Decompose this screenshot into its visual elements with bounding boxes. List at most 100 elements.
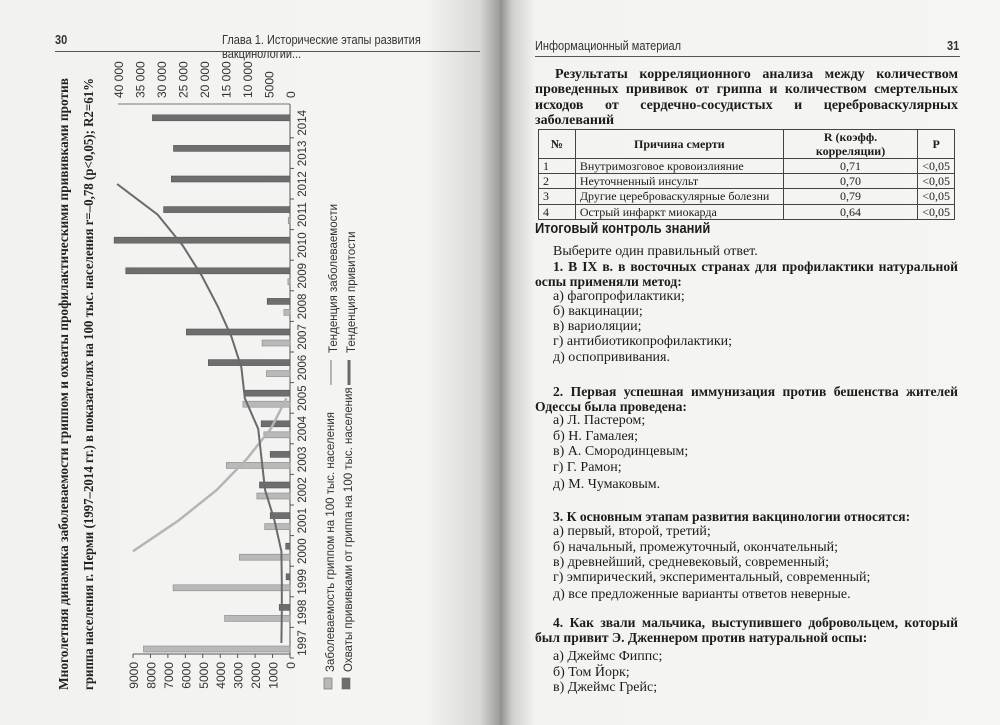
answer-option[interactable]: а) фагопрофилактики;	[553, 289, 685, 304]
chart-title-line1: Многолетняя динамика заболеваемости грип…	[57, 78, 72, 690]
table-header-row: № Причина смерти R (коэфф. корреляции) P	[538, 129, 955, 159]
vaccination-bar	[244, 389, 291, 397]
cell: 4	[538, 203, 576, 220]
year-label: 2013	[297, 141, 309, 167]
incidence-bar	[264, 523, 291, 530]
incidence-bar	[242, 400, 291, 408]
running-header: Глава 1. Исторические этапы развития вак…	[222, 33, 421, 61]
vaccination-bar	[113, 236, 291, 244]
left-axis-tick-label: 3000	[232, 662, 246, 689]
flu-chart: Многолетняя динамика заболеваемости грип…	[57, 61, 358, 690]
year-label: 2008	[297, 294, 309, 320]
left-axis-tick-label: 5000	[197, 662, 211, 689]
answer-option[interactable]: а) первый, второй, третий;	[553, 524, 711, 539]
incidence-bar	[239, 553, 291, 561]
answer-option[interactable]: а) Л. Пастером;	[553, 413, 646, 428]
answer-option[interactable]: б) вакцинации;	[553, 304, 643, 319]
answer-option[interactable]: г) антибиотикопрофилактики;	[553, 334, 733, 349]
left-axis-tick-label: 0	[284, 662, 298, 669]
legend-swatch	[323, 677, 333, 690]
answer-option[interactable]: в) вариоляции;	[553, 319, 642, 334]
right-axis-tick-label: 40 000	[112, 61, 126, 98]
cell: 3	[538, 188, 576, 205]
page-number: 31	[947, 39, 960, 53]
answer-option[interactable]: б) Том Йорк;	[553, 665, 630, 680]
answer-option[interactable]: г) Г. Рамон;	[553, 460, 622, 475]
right-axis-tick-label: 5000	[263, 71, 277, 98]
incidence-bar	[172, 584, 291, 592]
cell: 0,70	[782, 173, 919, 190]
incidence-bar	[261, 339, 291, 347]
legend-swatch	[341, 677, 351, 690]
left-axis-tick-label: 9000	[127, 662, 141, 689]
answer-option[interactable]: б) Н. Гамалея;	[553, 429, 638, 444]
incidence-bar	[224, 615, 291, 622]
answer-option[interactable]: д) оспопрививания.	[553, 350, 670, 365]
incidence-bar	[287, 217, 291, 224]
year-label: 2010	[297, 232, 309, 258]
year-label: 2006	[297, 355, 309, 381]
right-page	[500, 0, 1000, 725]
correlation-table: № Причина смерти R (коэфф. корреляции) P…	[538, 129, 955, 220]
year-label: 1997	[297, 630, 309, 656]
year-label: 2000	[297, 538, 309, 564]
vaccination-bar	[186, 328, 291, 336]
incidence-bar	[256, 492, 291, 500]
year-label: 2011	[297, 202, 309, 227]
legend-label: Заболеваемость гриппом на 100 тыс. насел…	[325, 412, 337, 672]
year-label: 2009	[297, 263, 309, 289]
incidence-trend-line	[132, 397, 288, 553]
cell: <0,05	[917, 203, 955, 220]
year-label: 2001	[297, 508, 309, 534]
answer-option[interactable]: г) эмпирический, экспериментальный, совр…	[553, 570, 871, 585]
cell: <0,05	[917, 188, 955, 205]
left-page: 30 Глава 1. Исторические этапы развития …	[0, 0, 500, 725]
year-label: 2005	[297, 385, 309, 411]
legend-label: Охваты прививками от гриппа на 100 тыс. …	[343, 387, 355, 672]
cell: Внутримозговое кровоизлияние	[574, 157, 784, 175]
right-axis-tick-label: 25 000	[177, 61, 191, 98]
table-row: 1 Внутримозговое кровоизлияние 0,71 <0,05	[538, 157, 955, 175]
answer-option[interactable]: д) М. Чумаковым.	[553, 477, 661, 492]
table-title: Результаты корреляционного анализа между…	[535, 67, 958, 128]
year-label: 2004	[297, 415, 309, 441]
answer-option[interactable]: д) все предложенные варианты ответов нев…	[553, 587, 851, 602]
year-label: 2012	[297, 171, 309, 197]
right-axis-tick-label: 30 000	[155, 61, 169, 98]
incidence-bar	[226, 462, 291, 469]
vaccination-bar	[269, 512, 291, 519]
legend-label: Тенденция привитости	[346, 231, 358, 353]
answer-option[interactable]: б) начальный, промежуточный, окончательн…	[553, 540, 839, 555]
incidence-bar	[143, 645, 291, 653]
cell: Неуточненный инсульт	[574, 173, 784, 190]
header-rule	[55, 51, 480, 52]
table-row: 2 Неуточненный инсульт 0,70 <0,05	[538, 173, 955, 190]
left-axis-tick-label: 8000	[144, 662, 158, 689]
right-axis-tick-label: 20 000	[198, 61, 212, 98]
cell: 1	[538, 157, 576, 175]
cell: Другие цереброваскулярные болезни	[574, 188, 784, 205]
vaccination-bar	[171, 175, 291, 183]
year-label: 2014	[297, 109, 309, 135]
question-1: 1. В IX в. в восточных странах для профи…	[535, 259, 958, 290]
header-rule	[535, 56, 960, 57]
answer-option[interactable]: а) Джеймс Фиппс;	[553, 649, 663, 664]
col-cause: Причина смерти	[574, 129, 784, 159]
incidence-bar	[266, 370, 291, 377]
left-axis-tick-label: 7000	[162, 662, 176, 689]
year-label: 1999	[297, 569, 309, 595]
vaccination-trend-line	[116, 183, 283, 644]
page-number: 30	[55, 33, 68, 47]
right-axis-tick-label: 10 000	[241, 61, 255, 98]
table-row: 4 Острый инфаркт миокарда 0,64 <0,05	[538, 203, 955, 220]
question-4: 4. Как звали мальчика, выступившего добр…	[535, 615, 958, 646]
vaccination-bar	[278, 604, 291, 611]
vaccination-bar	[152, 114, 291, 122]
cell: 0,79	[782, 188, 919, 205]
vaccination-bar	[125, 267, 291, 275]
incidence-bar	[263, 431, 291, 439]
answer-option[interactable]: в) Джеймс Грейс;	[553, 680, 658, 695]
answer-option[interactable]: в) А. Смородинцевым;	[553, 444, 689, 459]
answer-option[interactable]: в) древнейший, средневековый, современны…	[553, 555, 829, 570]
incidence-bar	[283, 309, 291, 316]
